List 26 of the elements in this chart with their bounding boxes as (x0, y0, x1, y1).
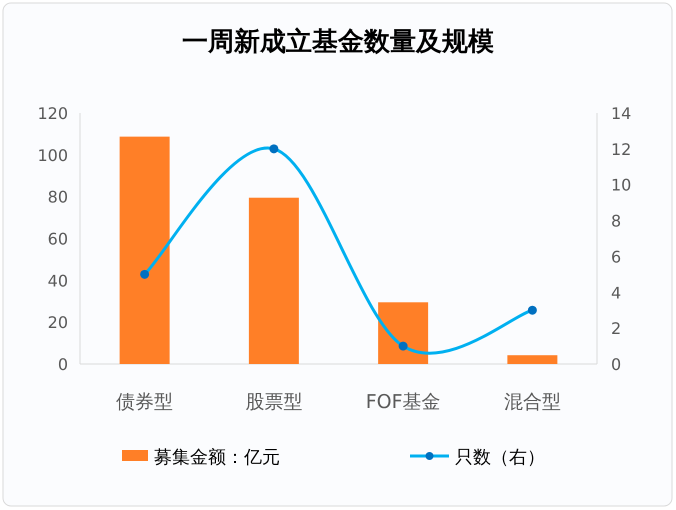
y-tick-label: 100 (37, 146, 68, 165)
y-tick-label: 120 (37, 104, 68, 123)
y-tick-label: 80 (48, 188, 68, 207)
y2-tick-label: 12 (611, 140, 632, 159)
bar (248, 198, 299, 364)
x-tick-label: 股票型 (245, 391, 302, 413)
y-tick-label: 40 (48, 271, 68, 290)
chart-title: 一周新成立基金数量及规模 (182, 27, 494, 57)
bar (378, 302, 428, 364)
y2-tick-label: 4 (611, 283, 622, 302)
bar (507, 355, 558, 364)
y2-tick-label: 6 (611, 247, 622, 266)
y2-tick-label: 8 (611, 212, 622, 231)
y2-tick-label: 10 (611, 176, 632, 195)
x-tick-label: FOF基金 (366, 391, 441, 413)
y-tick-label: 0 (58, 355, 68, 374)
y-tick-label: 20 (48, 313, 68, 332)
y2-tick-label: 0 (611, 355, 622, 374)
y2-tick-label: 14 (611, 104, 632, 123)
x-tick-label: 混合型 (504, 391, 561, 413)
y-tick-label: 60 (48, 230, 68, 248)
x-tick-label: 债券型 (116, 391, 174, 413)
y2-tick-label: 2 (611, 319, 622, 338)
legend-label: 只数（右） (455, 447, 545, 468)
bar (120, 136, 170, 364)
legend-label: 募集金额：亿元 (154, 447, 280, 468)
